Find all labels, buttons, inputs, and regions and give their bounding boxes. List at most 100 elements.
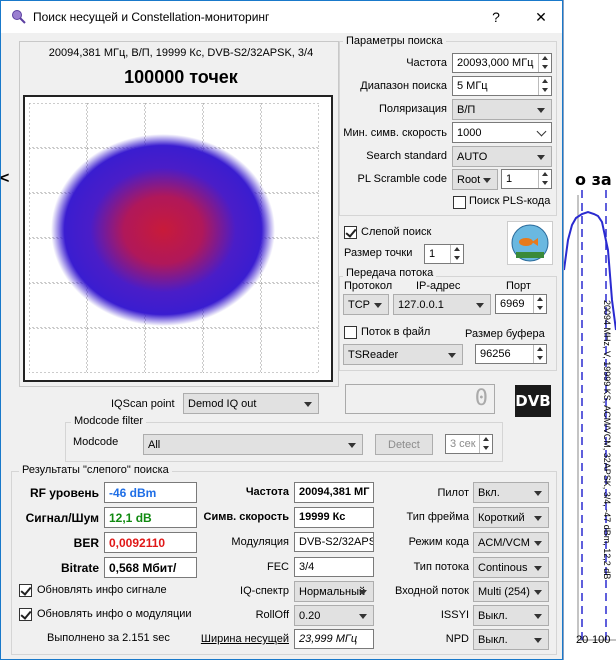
detect-button[interactable]: Detect xyxy=(375,434,433,455)
stream-type-label: Тип потока xyxy=(413,561,469,573)
background-spectrum-plot xyxy=(564,190,616,641)
pls-search-checkbox[interactable] xyxy=(453,196,466,209)
background-axis-label-2: 100 xyxy=(592,634,611,646)
iqscan-label: IQScan point xyxy=(111,398,175,410)
background-heading: о за 1. xyxy=(575,170,616,189)
input-stream-value: Multi (254) xyxy=(478,586,530,598)
search-params-group xyxy=(339,41,557,216)
fec-label: FEC xyxy=(267,561,289,573)
constellation-cloud xyxy=(51,134,275,326)
stream-to-file-checkbox[interactable] xyxy=(344,326,357,339)
carrier-search-dialog: Поиск несущей и Constellation-мониторинг… xyxy=(0,0,563,660)
modcode-label: Modcode xyxy=(73,436,119,448)
modcode-select[interactable]: All xyxy=(143,434,363,455)
chevron-down-icon xyxy=(534,491,542,496)
snr-label: Сигнал/Шум xyxy=(25,511,99,525)
chevron-down-icon xyxy=(534,566,542,571)
iq-spectrum-label: IQ-спектр xyxy=(240,585,289,597)
min-symrate-value: 1000 xyxy=(457,127,482,139)
fec-value: 3/4 xyxy=(294,557,374,577)
chevron-down-icon xyxy=(534,614,542,619)
pl-scramble-spinner[interactable]: 1 xyxy=(501,169,552,189)
title-bar[interactable]: Поиск несущей и Constellation-мониторинг… xyxy=(1,1,562,33)
protocol-select[interactable]: TCP xyxy=(343,294,389,315)
min-symrate-select[interactable]: 1000 xyxy=(452,122,552,143)
fish-button[interactable] xyxy=(507,221,553,265)
search-standard-select[interactable]: AUTO xyxy=(452,146,552,167)
help-button[interactable]: ? xyxy=(492,9,500,25)
rolloff-select[interactable]: 0.20 xyxy=(294,605,374,626)
background-vertical-caption: 20094 МHz, V, 19999 KS, ACM/VCM, 32APSK,… xyxy=(602,300,612,580)
min-symrate-label: Мин. симв. скорость xyxy=(343,127,447,139)
polarization-select[interactable]: В/П xyxy=(452,99,552,120)
modcode-value: All xyxy=(148,439,161,451)
search-range-label: Диапазон поиска xyxy=(360,80,447,92)
pl-scramble-label: PL Scramble code xyxy=(357,173,447,185)
frequency-spinner[interactable]: 20093,000 МГц xyxy=(452,53,552,73)
chevron-down-icon xyxy=(534,541,542,546)
blind-search-checkbox[interactable] xyxy=(344,226,357,239)
constellation-header: 20094,381 МГц, В/П, 19999 Кс, DVB-S2/32A… xyxy=(48,47,314,59)
carrier-width-label[interactable]: Ширина несущей xyxy=(200,633,289,645)
frame-type-select[interactable]: Короткий xyxy=(473,507,549,528)
chevron-down-icon xyxy=(534,590,542,595)
result-frequency-label: Частота xyxy=(245,486,289,498)
pl-scramble-value: 1 xyxy=(506,173,513,185)
chevron-down-icon xyxy=(483,178,491,183)
update-modulation-label: Обновлять инфо о модуляции xyxy=(37,608,192,620)
detect-seconds-spinner[interactable]: 3 сек xyxy=(445,434,493,454)
npd-select[interactable]: Выкл. xyxy=(473,629,549,650)
pl-scramble-mode-value: Root xyxy=(457,174,481,186)
results-group-label: Результаты "слепого" поиска xyxy=(19,464,172,476)
ber-value: 0,0092110 xyxy=(104,532,197,553)
reader-select[interactable]: TSReader xyxy=(343,344,463,365)
modulation-value: DVB-S2/32APSI xyxy=(294,532,374,552)
app-icon xyxy=(12,10,26,24)
modulation-label: Модуляция xyxy=(231,536,289,548)
buffer-size-value: 96256 xyxy=(480,348,511,360)
buffer-size-spinner[interactable]: 96256 xyxy=(475,344,547,364)
npd-label: NPD xyxy=(445,633,469,645)
update-modulation-checkbox[interactable] xyxy=(19,608,32,621)
iqscan-select[interactable]: Demod IQ out xyxy=(183,393,319,414)
bitrate-value: 0,568 Мбит/ xyxy=(104,557,197,578)
issyi-select[interactable]: Выкл. xyxy=(473,605,549,626)
close-button[interactable]: ✕ xyxy=(535,9,547,25)
pilot-select[interactable]: Вкл. xyxy=(473,482,549,503)
iq-spectrum-select[interactable]: Нормальный xyxy=(294,581,374,602)
constellation-points-count: 100000 точек xyxy=(124,67,238,87)
detect-seconds-value: 3 сек xyxy=(450,438,476,450)
stream-type-select[interactable]: Continous xyxy=(473,557,549,578)
result-frequency-value: 20094,381 МГ xyxy=(294,482,374,503)
update-signal-label: Обновлять инфо сигнале xyxy=(37,584,167,596)
rolloff-label: RollOff xyxy=(255,609,289,621)
result-symrate-label: Симв. скорость xyxy=(203,511,289,523)
input-stream-select[interactable]: Multi (254) xyxy=(473,581,549,602)
pls-search-label: Поиск PLS-кода xyxy=(469,195,551,207)
port-spinner[interactable]: 6969 xyxy=(495,294,547,314)
fishbowl-icon xyxy=(511,224,549,262)
search-range-spinner[interactable]: 5 МГц xyxy=(452,76,552,96)
polarization-value: В/П xyxy=(457,104,476,116)
chevron-down-icon xyxy=(359,614,367,619)
frame-type-label: Тип фрейма xyxy=(406,511,469,523)
ber-label: BER xyxy=(73,536,99,550)
rf-level-label: RF уровень xyxy=(29,486,99,500)
window-title: Поиск несущей и Constellation-мониторинг xyxy=(33,10,270,24)
protocol-header: Протокол xyxy=(344,280,393,292)
chevron-down-icon xyxy=(537,108,545,113)
code-mode-select[interactable]: ACM/VCM xyxy=(473,532,549,553)
chevron-down-icon xyxy=(476,303,484,308)
chevron-down-icon xyxy=(374,303,382,308)
bitrate-label: Bitrate xyxy=(60,561,99,575)
point-size-spinner[interactable]: 1 xyxy=(424,244,464,264)
blind-search-label: Слепой поиск xyxy=(361,226,432,238)
pl-scramble-mode-select[interactable]: Root xyxy=(452,169,498,190)
update-signal-checkbox[interactable] xyxy=(19,584,32,597)
frequency-label: Частота xyxy=(406,57,447,69)
snr-value: 12,1 dB xyxy=(104,507,197,528)
background-app: 20094 МHz, V, 19999 KS, ACM/VCM, 32APSK,… xyxy=(563,0,616,660)
point-size-label: Размер точки xyxy=(344,247,413,259)
ip-select[interactable]: 127.0.0.1 xyxy=(393,294,491,315)
input-stream-label: Входной поток xyxy=(395,585,469,597)
